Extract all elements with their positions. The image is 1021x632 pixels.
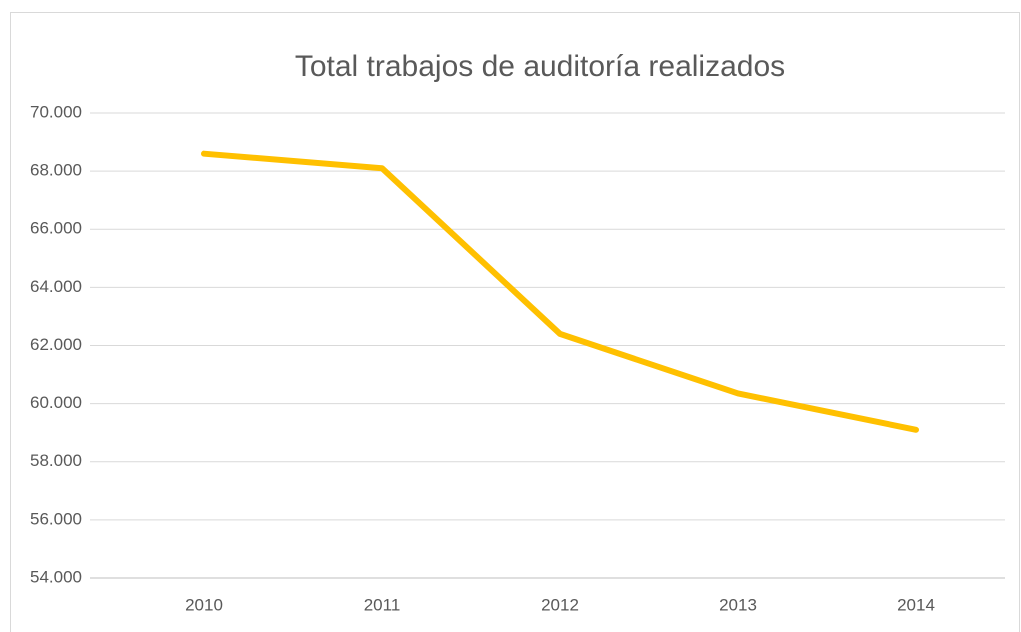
y-tick-label: 54.000 [30,567,82,586]
y-tick-label: 68.000 [30,161,82,180]
y-tick-label: 64.000 [30,277,82,296]
y-tick-label: 62.000 [30,335,82,354]
x-tick-label: 2012 [541,595,579,614]
chart-title: Total trabajos de auditoría realizados [295,50,785,83]
y-tick-label: 70.000 [30,102,82,121]
x-tick-label: 2013 [719,595,757,614]
y-tick-label: 60.000 [30,393,82,412]
x-tick-label: 2011 [364,595,401,614]
y-tick-label: 56.000 [30,509,82,528]
x-tick-label: 2010 [185,595,223,614]
y-tick-label: 66.000 [30,219,82,238]
series-line [201,150,919,433]
chart-border [10,12,1020,632]
x-tick-label: 2014 [897,595,935,614]
y-tick-label: 58.000 [30,451,82,470]
